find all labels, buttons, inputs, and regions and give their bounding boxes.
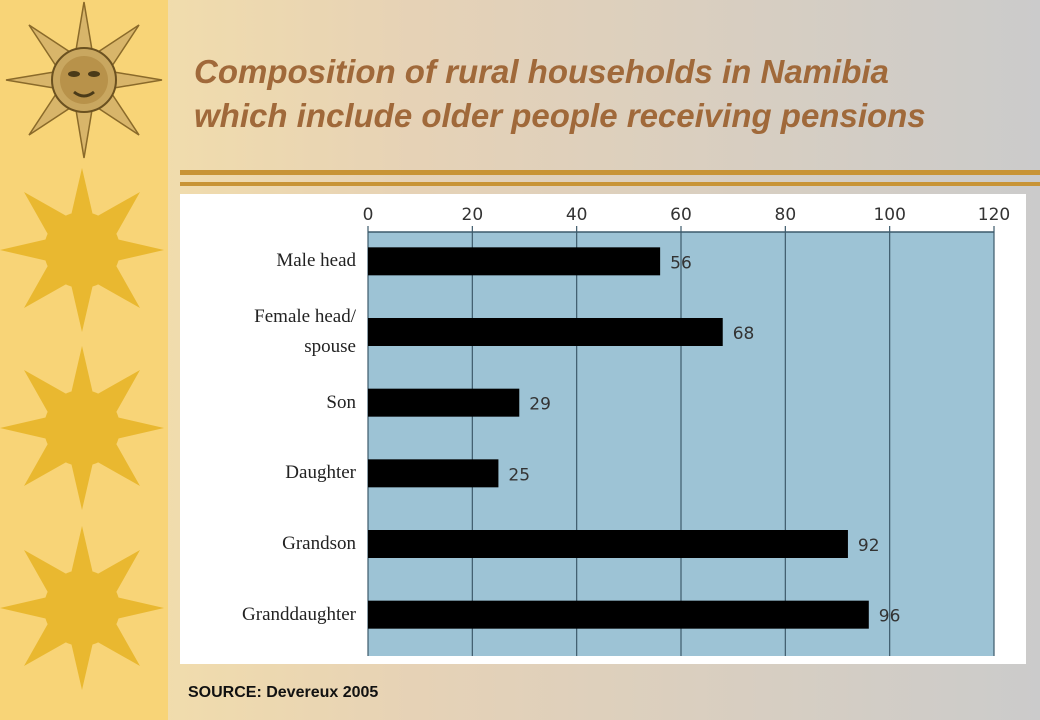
x-tick-label: 120 <box>978 205 1010 225</box>
bar <box>368 318 723 346</box>
category-label: Female head/spouse <box>254 306 356 357</box>
slide-title: Composition of rural households in Namib… <box>194 50 1034 138</box>
category-label: Daughter <box>285 462 356 484</box>
x-tick-label: 40 <box>566 205 588 225</box>
bar-chart: 0 20 40 60 80 100 120 56 68 29 25 92 96 Male head Fem… <box>180 194 1026 664</box>
sun-face-icon <box>5 1 163 159</box>
divider-rule <box>180 170 1040 175</box>
data-label: 25 <box>508 465 530 485</box>
data-label: 68 <box>733 324 755 344</box>
data-label: 96 <box>879 607 901 627</box>
category-label: Male head <box>276 250 356 272</box>
x-tick-label: 100 <box>873 205 905 225</box>
bar <box>368 388 520 417</box>
source-note: SOURCE: Devereux 2005 <box>188 684 379 701</box>
sun-icon <box>0 526 164 690</box>
bar <box>368 530 848 558</box>
bar <box>368 459 499 488</box>
title-line-2: which include older people receiving pen… <box>194 97 926 134</box>
title-line-1: Composition of rural households in Namib… <box>194 53 889 90</box>
sun-icon <box>0 346 164 510</box>
category-label: Granddaughter <box>242 603 356 625</box>
category-label: Grandson <box>282 533 356 554</box>
x-tick-label: 80 <box>775 205 797 225</box>
x-tick-label: 60 <box>670 205 692 225</box>
divider-rule <box>180 182 1040 186</box>
x-tick-label: 0 <box>363 205 374 225</box>
bar <box>368 247 661 276</box>
data-label: 92 <box>858 536 880 556</box>
category-label: Son <box>326 391 356 413</box>
sun-icon <box>0 168 164 332</box>
sidebar-decoration <box>0 0 168 720</box>
bar <box>368 600 869 629</box>
data-label: 56 <box>670 253 692 273</box>
data-label: 29 <box>529 395 551 415</box>
chart-canvas: 0 20 40 60 80 100 120 56 68 29 25 92 96 <box>363 205 1010 656</box>
x-tick-label: 20 <box>462 205 484 225</box>
